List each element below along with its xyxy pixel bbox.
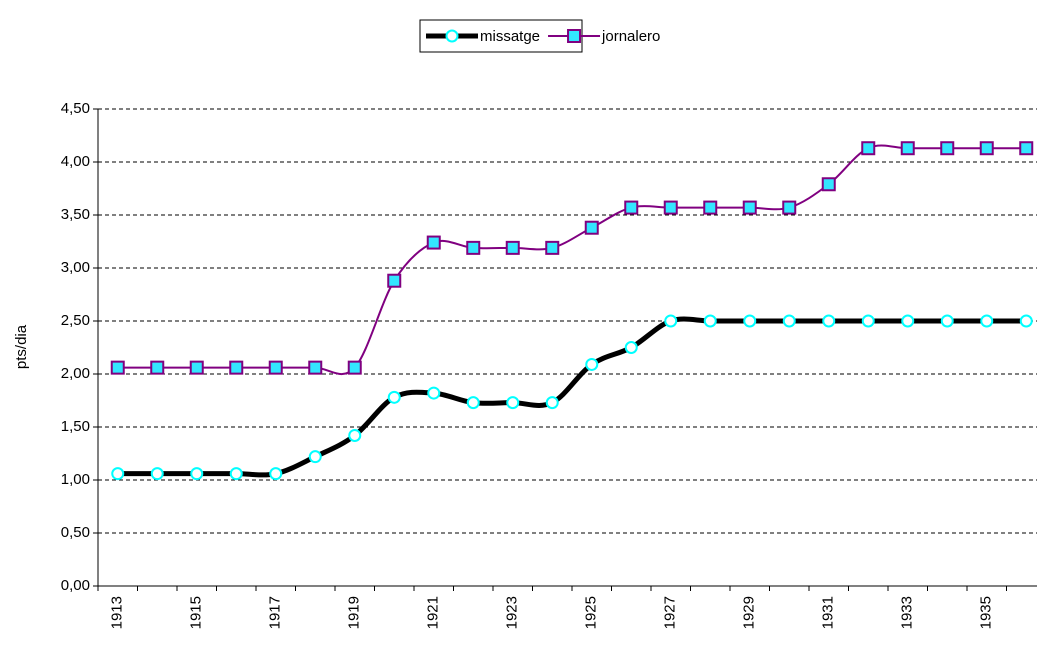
marker [822, 314, 836, 328]
y-tick-label: 4,00 [61, 153, 90, 170]
y-tick-label: 4,50 [61, 100, 90, 117]
marker [466, 240, 481, 255]
y-tick-label: 1,50 [61, 418, 90, 435]
x-tick-label: 1913 [109, 596, 126, 629]
marker [150, 467, 164, 481]
marker [940, 141, 955, 156]
marker [150, 360, 165, 375]
marker [426, 235, 441, 250]
marker [900, 141, 915, 156]
marker [505, 240, 520, 255]
marker [1019, 314, 1033, 328]
marker [268, 360, 283, 375]
x-tick-label: 1931 [820, 596, 837, 629]
legend: missatge jornalero [419, 19, 660, 53]
y-tick-label: 2,00 [61, 365, 90, 382]
marker [624, 200, 639, 215]
y-axis-title: pts/dia [13, 324, 30, 369]
marker [189, 360, 204, 375]
marker [664, 314, 678, 328]
y-tick-label: 1,00 [61, 471, 90, 488]
marker [110, 360, 125, 375]
marker [742, 200, 757, 215]
marker [584, 220, 599, 235]
marker [979, 141, 994, 156]
x-tick-label: 1921 [425, 596, 442, 629]
marker [980, 314, 994, 328]
x-tick-label: 1919 [346, 596, 363, 629]
marker [387, 390, 401, 404]
marker [190, 467, 204, 481]
marker [387, 273, 402, 288]
x-tick-label: 1927 [662, 596, 679, 629]
x-tick-label: 1915 [188, 596, 205, 629]
legend-marker [445, 29, 459, 43]
marker [308, 360, 323, 375]
marker [506, 396, 520, 410]
marker [861, 141, 876, 156]
marker [624, 341, 638, 354]
marker [269, 467, 283, 481]
marker [940, 314, 954, 328]
series-line [117, 316, 1027, 478]
x-tick-label: 1925 [583, 596, 600, 629]
marker [663, 200, 678, 215]
marker [466, 396, 480, 410]
marker [111, 467, 125, 481]
x-tick-label: 1933 [899, 596, 916, 629]
x-tick-label: 1929 [741, 596, 758, 629]
marker [427, 386, 441, 400]
marker [229, 467, 243, 481]
marker [743, 314, 757, 328]
marker [901, 314, 915, 328]
marker [782, 314, 796, 328]
legend-label: jornalero [601, 28, 660, 45]
marker [348, 428, 362, 442]
y-tick-label: 0,00 [61, 577, 90, 594]
marker [347, 360, 362, 375]
series-line [117, 144, 1027, 376]
y-tick-label: 0,50 [61, 524, 90, 541]
legend-marker [567, 29, 582, 43]
marker [545, 396, 559, 410]
legend-label: missatge [480, 28, 540, 45]
marker [1019, 141, 1034, 156]
marker [782, 200, 797, 215]
x-tick-label: 1917 [267, 596, 284, 629]
marker [861, 314, 875, 328]
y-tick-label: 3,00 [61, 259, 90, 276]
marker [545, 240, 560, 255]
marker [703, 314, 717, 328]
marker [585, 357, 599, 371]
x-tick-label: 1935 [978, 596, 995, 629]
marker [821, 177, 836, 192]
x-tick-label: 1923 [504, 596, 521, 629]
y-tick-label: 3,50 [61, 206, 90, 223]
y-tick-label: 2,50 [61, 312, 90, 329]
marker [308, 450, 322, 464]
marker [229, 360, 244, 375]
marker [703, 200, 718, 215]
